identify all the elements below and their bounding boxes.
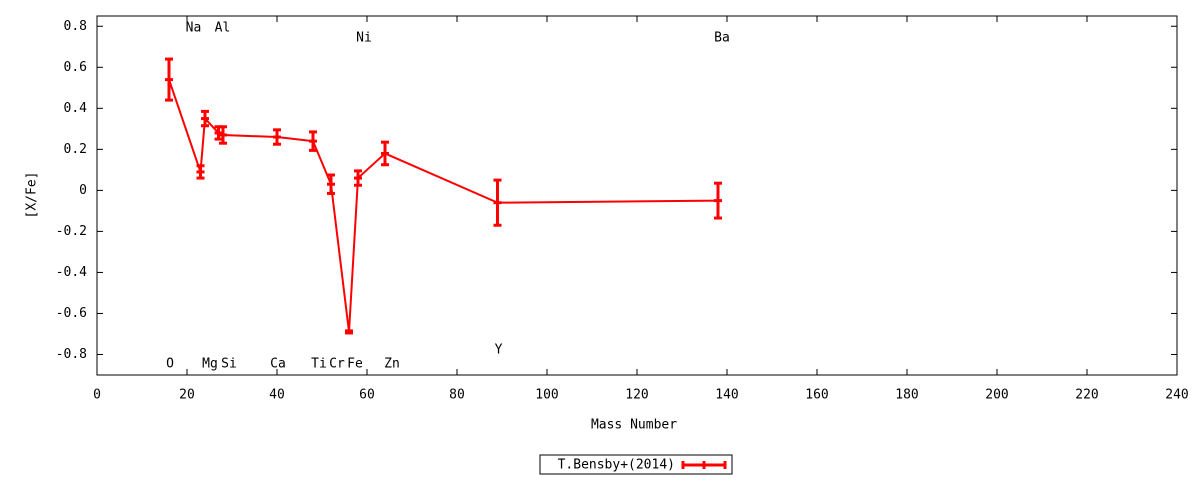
y-tick-label: -0.8 xyxy=(56,347,87,362)
element-label: Al xyxy=(215,21,231,36)
y-tick-label: -0.4 xyxy=(56,265,87,280)
element-label: Si xyxy=(221,357,237,372)
x-tick-label: 140 xyxy=(715,388,738,403)
x-tick-label: 200 xyxy=(985,388,1008,403)
element-label: Zn xyxy=(384,357,400,372)
element-label: Na xyxy=(186,21,202,36)
element-label: Ba xyxy=(714,31,730,46)
x-tick-label: 80 xyxy=(449,388,465,403)
x-tick-label: 120 xyxy=(625,388,648,403)
y-axis-label: [X/Fe] xyxy=(25,172,40,219)
element-label: Y xyxy=(495,343,503,358)
y-tick-label: 0 xyxy=(79,183,87,198)
element-label: Ni xyxy=(356,31,372,46)
x-tick-label: 100 xyxy=(535,388,558,403)
x-tick-label: 0 xyxy=(93,388,101,403)
plot-frame xyxy=(96,15,1178,376)
legend-box xyxy=(539,454,733,475)
x-tick-label: 160 xyxy=(805,388,828,403)
y-tick-label: 0.8 xyxy=(64,19,87,34)
element-label: O xyxy=(166,357,174,372)
legend-label: T.Bensby+(2014) xyxy=(558,458,675,473)
y-tick-label: 0.6 xyxy=(64,60,87,75)
y-tick-label: -0.2 xyxy=(56,224,87,239)
x-tick-label: 180 xyxy=(895,388,918,403)
x-tick-label: 60 xyxy=(359,388,375,403)
y-tick-label: 0.4 xyxy=(64,101,88,116)
element-label: Cr xyxy=(329,357,345,372)
y-tick-label: 0.2 xyxy=(64,142,87,157)
series-line xyxy=(168,79,719,333)
x-tick-label: 240 xyxy=(1165,388,1188,403)
x-tick-label: 40 xyxy=(269,388,285,403)
element-label: Mg xyxy=(202,357,218,372)
x-tick-label: 220 xyxy=(1075,388,1098,403)
element-label: Fe xyxy=(347,357,363,372)
element-label: Ti xyxy=(311,357,327,372)
x-tick-label: 20 xyxy=(179,388,195,403)
y-tick-label: -0.6 xyxy=(56,306,87,321)
element-label: Ca xyxy=(270,357,286,372)
x-axis-label: Mass Number xyxy=(591,418,677,433)
